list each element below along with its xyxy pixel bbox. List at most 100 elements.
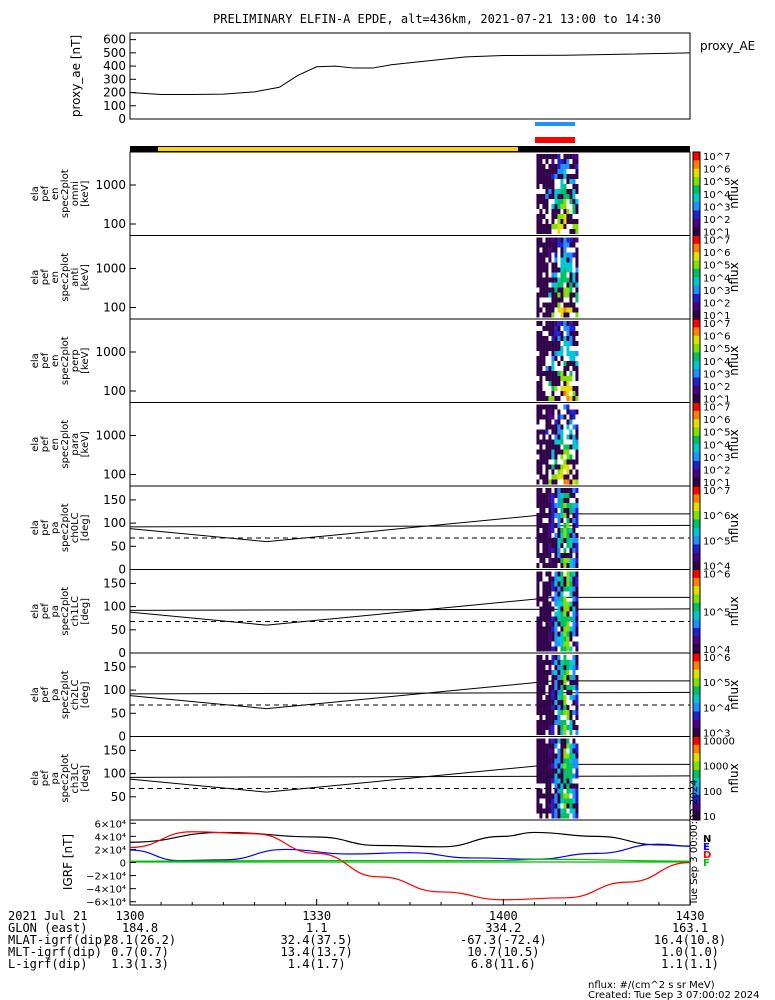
spectrogram-cell	[551, 409, 555, 415]
spectrogram-cell	[563, 636, 567, 642]
spectrogram-cell	[569, 444, 573, 450]
spectrogram-cell	[554, 351, 558, 356]
spectrogram-cell	[569, 409, 573, 415]
spectrogram-cell	[575, 793, 579, 799]
spectrogram-cell	[545, 543, 549, 548]
spectrogram-cell	[566, 159, 570, 164]
spectrogram-cell	[557, 224, 561, 229]
spectrogram-cell	[548, 748, 552, 754]
colorbar-segment	[693, 769, 700, 779]
spectrogram-cell	[563, 277, 567, 283]
red-bar	[535, 137, 575, 143]
spectrogram-cell	[548, 685, 552, 690]
spectrogram-cell	[551, 675, 555, 680]
spectrogram-cell	[572, 660, 576, 665]
spectrogram-cell	[548, 581, 552, 587]
spectrogram-cell	[545, 219, 549, 224]
spectrogram-cell	[551, 793, 555, 799]
spectrogram-cell	[548, 558, 552, 563]
spectrogram-cell	[560, 493, 564, 498]
spectrogram-cell	[536, 331, 540, 336]
colorbar-segment	[693, 761, 700, 771]
spectrogram-cell	[536, 429, 540, 435]
spectrogram-cell	[545, 773, 549, 779]
spectrogram-cell	[539, 715, 543, 720]
spectrogram-cell	[563, 341, 567, 346]
spectrogram-cell	[551, 616, 555, 622]
spectrogram-cell	[542, 351, 546, 356]
spectrogram-cell	[560, 312, 564, 318]
colorbar-segment	[693, 661, 700, 671]
spectrogram-cell	[569, 488, 573, 493]
spectrogram-cell	[560, 204, 564, 209]
spectrogram-cell	[560, 464, 564, 470]
spectrogram-cell	[569, 803, 573, 809]
spectrogram-cell	[575, 341, 579, 346]
spectrogram-cell	[572, 576, 576, 582]
spectrogram-cell	[539, 444, 543, 450]
spectrogram-cell	[551, 503, 555, 508]
spectrogram-cell	[548, 571, 552, 577]
spectrogram-cell	[536, 312, 540, 318]
colorbar-label: nflux	[727, 346, 741, 376]
spectrogram-cell	[548, 189, 552, 194]
spectrogram-cell	[569, 199, 573, 204]
spectrogram-cell	[548, 242, 552, 248]
spectrogram-cell	[563, 321, 567, 326]
spectrogram-cell	[557, 581, 561, 587]
spectrogram-cell	[563, 488, 567, 493]
spectrogram-cell	[536, 743, 540, 749]
ephemeris-value: 32.4(37.5)	[281, 933, 353, 947]
spectrogram-cell	[551, 690, 555, 695]
spectrogram-cell	[569, 680, 573, 685]
spectrogram-cell	[539, 743, 543, 749]
spectrogram-cell	[551, 715, 555, 720]
spectrogram-cell	[569, 237, 573, 243]
spectrogram-cell	[560, 214, 564, 219]
colorbar-segment	[693, 168, 700, 178]
spectrogram-cell	[560, 449, 564, 455]
spectrogram-cell	[569, 725, 573, 730]
spectrogram-cell	[566, 675, 570, 680]
spectrogram-cell	[566, 518, 570, 523]
spectrogram-cell	[575, 558, 579, 563]
spectrogram-cell	[572, 773, 576, 779]
colorbar-label: nflux	[727, 680, 741, 710]
panel-ylabel: para	[70, 433, 81, 456]
spectrogram-cell	[548, 705, 552, 710]
spectrogram-cell	[572, 803, 576, 809]
spectrogram-cell	[566, 715, 570, 720]
spectrogram-cell	[542, 563, 546, 568]
spectrogram-cell	[548, 803, 552, 809]
spectrogram-cell	[551, 414, 555, 420]
spectrogram-cell	[575, 606, 579, 612]
spectrogram-cell	[563, 209, 567, 214]
spectrogram-cell	[563, 479, 567, 485]
spectrogram-cell	[554, 778, 558, 784]
spectrogram-cell	[572, 229, 576, 234]
spectrogram-cell	[566, 538, 570, 543]
ae-ytick-label: 100	[103, 99, 126, 113]
spectrogram-cell	[548, 738, 552, 744]
spectrogram-cell	[545, 763, 549, 769]
spectrogram-cell	[572, 302, 576, 308]
panel-ytick-label: 100	[103, 600, 126, 614]
spectrogram-cell	[554, 488, 558, 493]
colorbar-label: nflux	[727, 179, 741, 209]
spectrogram-cell	[551, 518, 555, 523]
spectrogram-cell	[572, 351, 576, 356]
spectrogram-cell	[557, 813, 561, 819]
spectrogram-cell	[563, 753, 567, 759]
spectrogram-cell	[542, 184, 546, 189]
spectrogram-cell	[575, 730, 579, 735]
spectrogram-cell	[572, 277, 576, 283]
spectrogram-cell	[554, 738, 558, 744]
spectrogram-cell	[536, 282, 540, 288]
spectrogram-cell	[557, 690, 561, 695]
panel-ylabel: [keV]	[80, 181, 91, 207]
spectrogram-cell	[539, 376, 543, 381]
colorbar-segment	[693, 502, 700, 512]
spectrogram-cell	[566, 641, 570, 647]
spectrogram-cell	[545, 778, 549, 784]
spectrogram-cell	[545, 626, 549, 632]
